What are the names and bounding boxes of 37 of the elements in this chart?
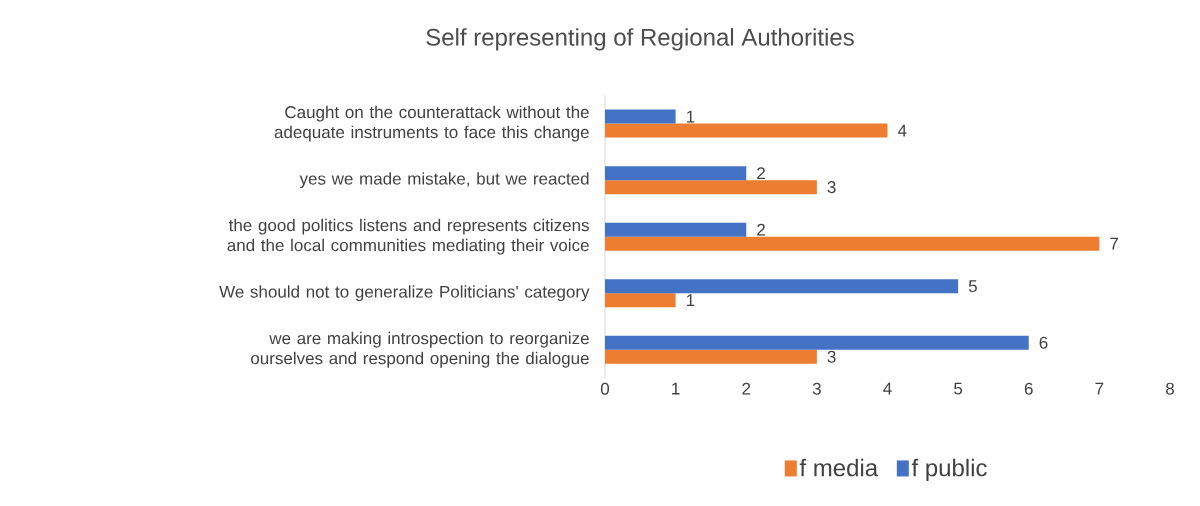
bar	[605, 222, 747, 237]
data-label: 2	[757, 167, 765, 180]
bar	[605, 236, 1100, 251]
data-label: 3	[827, 350, 836, 363]
legend-label: f media	[799, 458, 879, 477]
chart-title: Self representing of Regional Authorities	[426, 28, 854, 51]
data-label: 1	[686, 110, 695, 123]
y-tick-label: the good politics listens and represents citizens and the local communities mediating their voice	[227, 218, 589, 255]
x-tick-label: 4	[883, 382, 892, 395]
legend-label: f public	[911, 458, 987, 482]
data-label: 6	[1039, 336, 1048, 349]
bar	[605, 123, 888, 138]
x-tick-label: 0	[600, 382, 610, 395]
data-label: 7	[1110, 237, 1118, 250]
y-tick-label: yes we made mistake, but we reacted	[299, 172, 589, 189]
x-tick-label: 3	[812, 382, 821, 395]
bar	[605, 109, 676, 124]
bar	[605, 293, 676, 308]
x-tick-label: 1	[672, 382, 680, 395]
data-label: 5	[968, 280, 977, 293]
y-tick-label: we are making introspection to reorganize ourselves and respond opening the dialogue	[251, 331, 589, 368]
bar	[605, 180, 817, 195]
bar	[605, 335, 1029, 350]
x-tick-label: 6	[1024, 382, 1033, 395]
data-label: 1	[686, 294, 695, 307]
x-tick-label: 7	[1095, 382, 1104, 395]
bar	[605, 279, 959, 294]
y-tick-label: We should not to generalize Politicians' category	[219, 285, 590, 302]
x-tick-label: 8	[1165, 382, 1174, 395]
bar	[605, 166, 747, 181]
data-label: 3	[827, 181, 836, 194]
bar	[605, 349, 817, 364]
data-label: 2	[757, 223, 765, 236]
data-label: 4	[897, 124, 907, 137]
x-tick-label: 5	[954, 382, 963, 395]
x-tick-label: 2	[742, 382, 751, 395]
y-tick-label: Caught on the counterattack without the adequate instruments to face this change	[274, 105, 589, 142]
